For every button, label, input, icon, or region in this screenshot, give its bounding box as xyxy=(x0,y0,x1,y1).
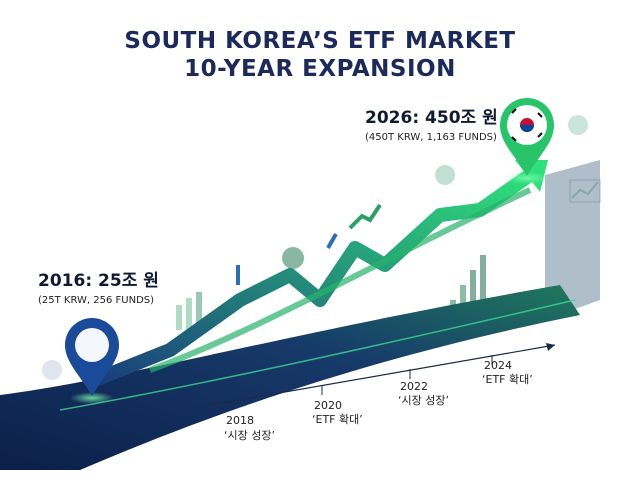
flag-trigrams xyxy=(511,108,543,142)
road-line xyxy=(59,299,576,411)
end-label: 2026: 450조 원 xyxy=(365,108,498,128)
milestone-note: ‘ETF 확대’ xyxy=(312,413,363,426)
title-line: SOUTH KOREA’S ETF MARKET xyxy=(124,28,515,54)
timeline-arrow xyxy=(546,343,555,351)
flag-emblem xyxy=(520,125,534,132)
title-line: 10-YEAR EXPANSION xyxy=(184,56,456,82)
mini-arrow xyxy=(326,233,338,249)
growth-arrow-secondary xyxy=(148,187,532,373)
start-detail: (25T KRW, 256 FUNDS) xyxy=(38,295,154,306)
end-detail: (450T KRW, 1,163 FUNDS) xyxy=(365,132,497,143)
milestone-year: 2024 xyxy=(484,359,512,372)
milestone-year: 2018 xyxy=(226,414,254,427)
milestone-note: ‘ETF 확대’ xyxy=(482,373,533,386)
timeline-axis xyxy=(209,344,556,406)
decor xyxy=(42,115,601,380)
start-pin-center xyxy=(75,328,109,362)
milestones: 2018 ‘시장 성장’ 2020 ‘ETF 확대’ 2022 ‘시장 성장’ … xyxy=(224,355,533,442)
milestone-year: 2022 xyxy=(400,380,428,393)
pin-glow xyxy=(70,392,114,404)
mini-arrow xyxy=(348,203,382,230)
milestone-note: ‘시장 성장’ xyxy=(398,394,449,407)
milestone-year: 2020 xyxy=(314,399,342,412)
milestone-note: ‘시장 성장’ xyxy=(224,429,275,442)
pin-glow xyxy=(505,172,549,184)
start-label: 2016: 25조 원 xyxy=(38,271,159,291)
road xyxy=(0,285,580,470)
growth-arrow xyxy=(92,169,535,387)
